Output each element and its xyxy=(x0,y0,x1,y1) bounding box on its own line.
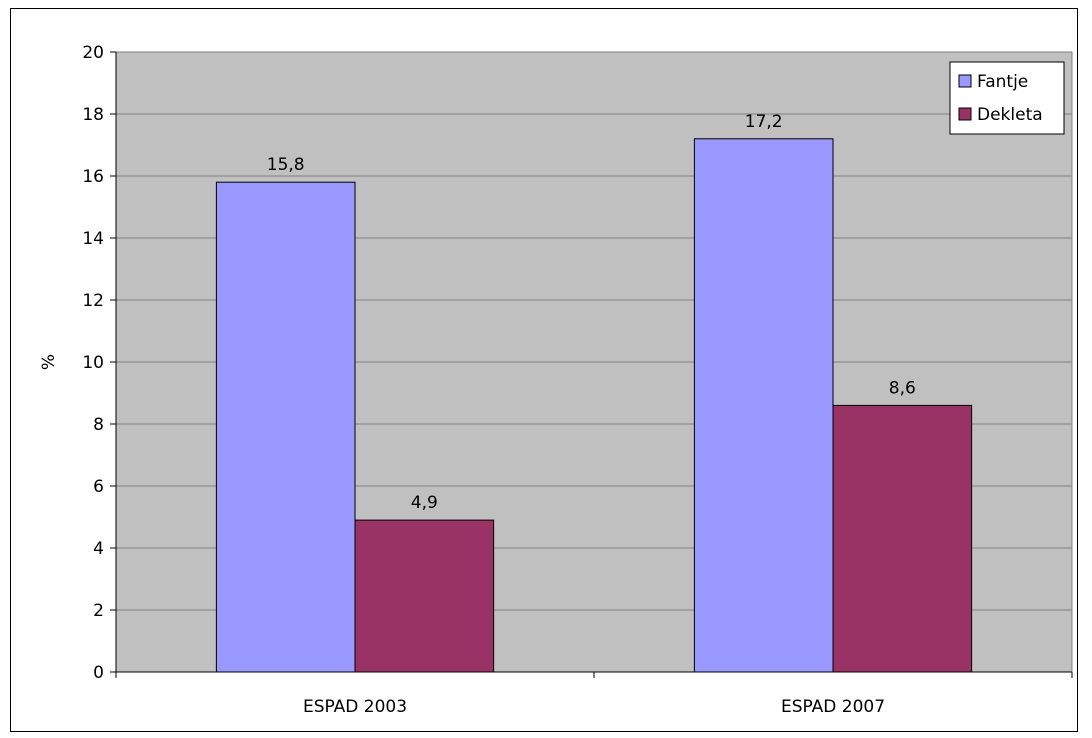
y-tick-label: 16 xyxy=(82,167,104,187)
y-tick-label: 6 xyxy=(93,477,104,497)
bars xyxy=(215,138,973,673)
y-axis-label: % xyxy=(39,354,59,370)
legend-swatch xyxy=(958,107,972,121)
legend-swatch xyxy=(958,74,972,88)
y-tick-label: 10 xyxy=(82,353,104,373)
y-tick-label: 14 xyxy=(82,229,104,249)
y-tick-label: 20 xyxy=(82,43,104,63)
bar xyxy=(693,138,834,673)
legend: Fantje Dekleta xyxy=(949,61,1065,135)
x-tick-label: ESPAD 2007 xyxy=(781,697,885,717)
data-labels: 15,8 4,9 17,2 8,6 xyxy=(267,112,916,513)
bar xyxy=(215,181,356,673)
data-label: 17,2 xyxy=(745,112,783,132)
legend-label: Dekleta xyxy=(977,105,1043,125)
y-tick-label: 0 xyxy=(93,663,104,683)
y-tick-label: 12 xyxy=(82,291,104,311)
y-tick-label: 2 xyxy=(93,601,104,621)
x-tick-labels: ESPAD 2003 ESPAD 2007 xyxy=(303,697,885,717)
y-tick-labels: 0 2 4 6 8 10 12 14 16 18 20 xyxy=(82,43,104,683)
data-label: 15,8 xyxy=(267,155,305,175)
legend-label: Fantje xyxy=(977,72,1028,92)
bar xyxy=(354,519,495,673)
axes xyxy=(110,51,1073,678)
legend-box xyxy=(949,61,1065,135)
y-tick-label: 8 xyxy=(93,415,104,435)
y-tick-label: 4 xyxy=(93,539,104,559)
data-label: 8,6 xyxy=(889,378,916,398)
y-tick-label: 18 xyxy=(82,105,104,125)
bar xyxy=(832,404,973,673)
x-tick-label: ESPAD 2003 xyxy=(303,697,407,717)
data-label: 4,9 xyxy=(411,493,438,513)
